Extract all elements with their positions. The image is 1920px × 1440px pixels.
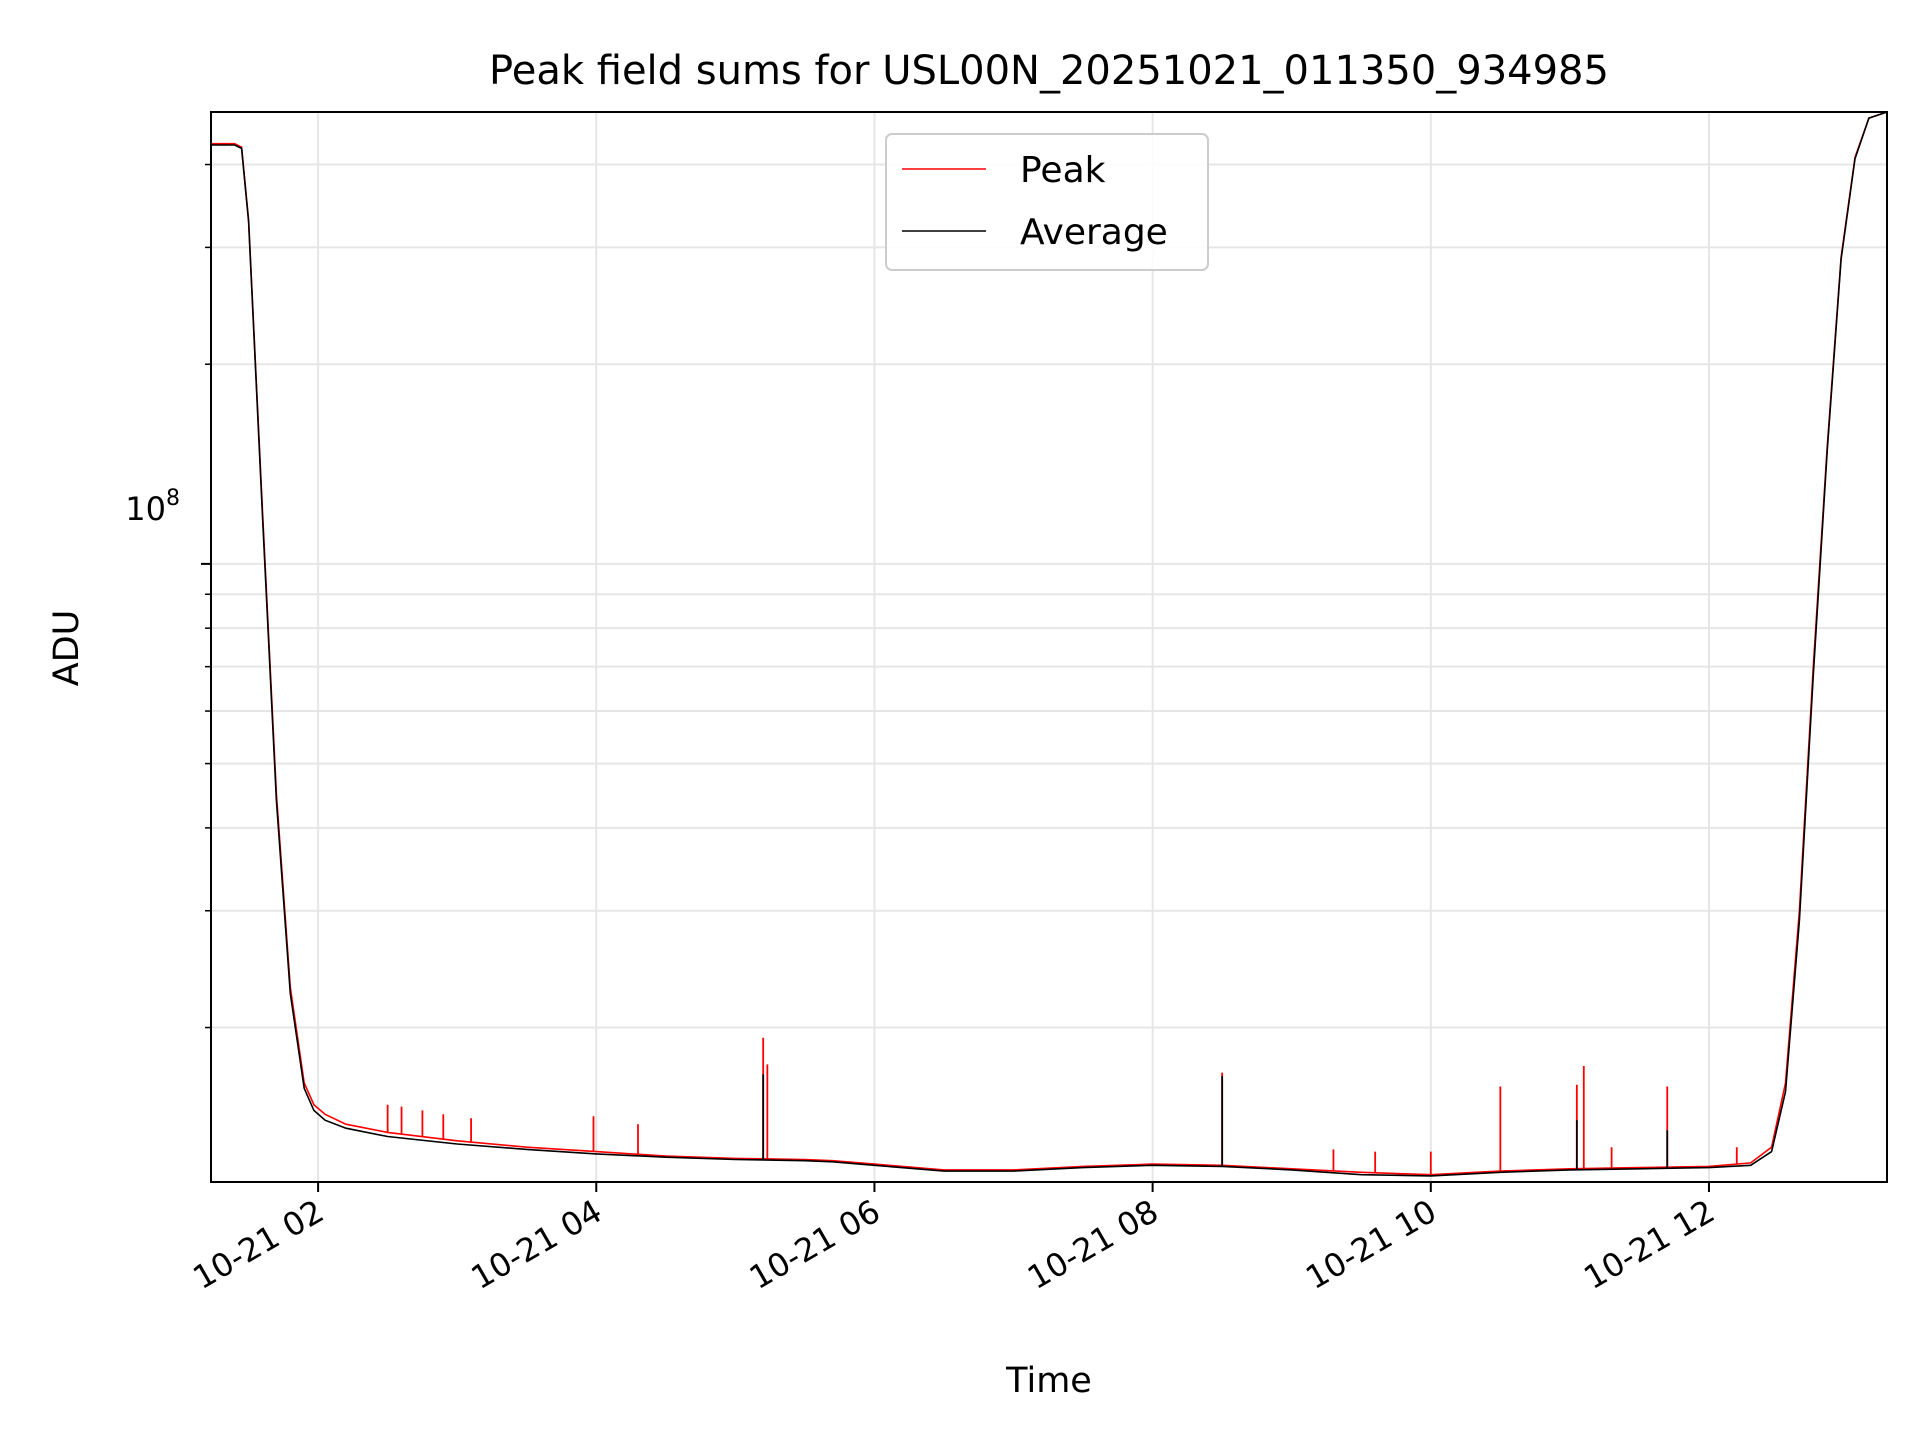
plot-frame (210, 111, 1888, 1183)
x-tick-label: 10-21 02 (186, 1192, 330, 1297)
x-tick-label: 10-21 06 (743, 1192, 887, 1297)
series-line-average (211, 111, 1888, 1177)
series-peak (211, 111, 1888, 1176)
x-tick-label: 10-21 08 (1021, 1192, 1165, 1297)
tick-layer: 10-21 02 10-21 04 10-21 06 10-21 08 10-21 10… (186, 163, 1721, 1297)
grid-layer (211, 112, 1887, 1182)
y-tick-label: 108 (125, 486, 180, 528)
chart-title: Peak field sums for USL00N_20251021_0113… (489, 48, 1609, 94)
series-line-peak (211, 111, 1888, 1176)
y-tick-base: 10 (125, 490, 166, 528)
x-axis-label: Time (1005, 1361, 1092, 1401)
x-tick-label: 10-21 10 (1299, 1192, 1443, 1297)
y-tick-exponent: 8 (166, 486, 180, 511)
legend: Peak Average (885, 133, 1209, 271)
legend-label-peak: Peak (1020, 150, 1106, 191)
legend-box (885, 133, 1209, 271)
series-average (211, 111, 1888, 1177)
x-tick-label: 10-21 04 (465, 1192, 609, 1297)
y-axis-label: ADU (47, 610, 87, 687)
x-tick-label: 10-21 12 (1577, 1192, 1721, 1297)
legend-label-average: Average (1020, 212, 1168, 253)
